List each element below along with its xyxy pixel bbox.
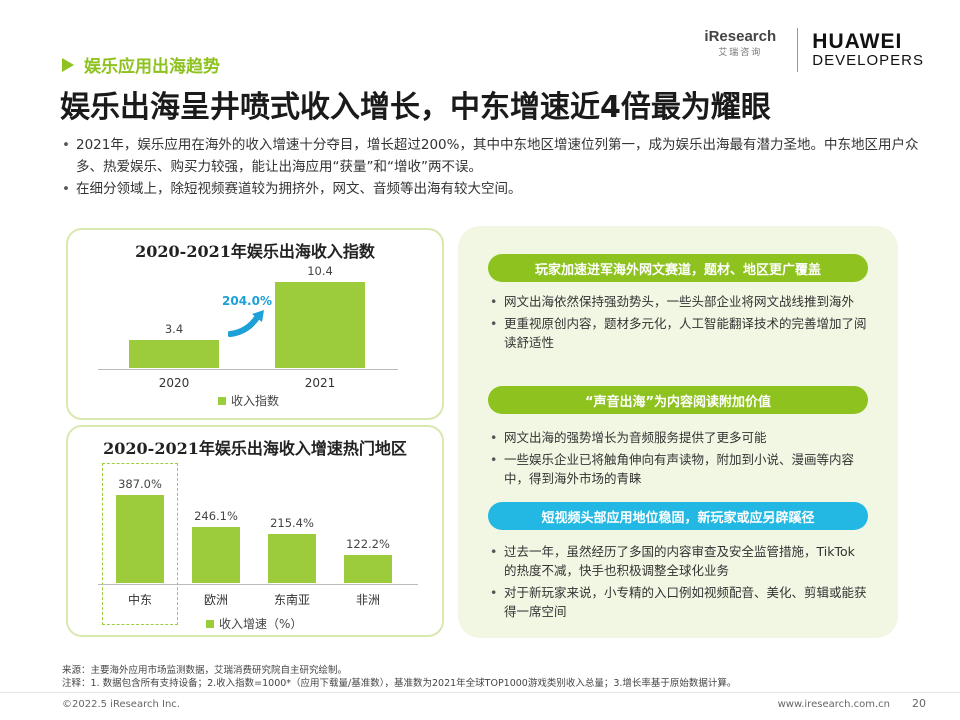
- chart-panel-index: 2020-2021年娱乐出海收入指数 3.4 2020 10.4 2021 204.0…: [66, 228, 444, 420]
- insight-heading-audio: “声音出海”为内容阅读附加价值: [488, 386, 868, 414]
- huawei-line2: DEVELOPERS: [812, 52, 924, 70]
- highlight-box: [102, 463, 178, 625]
- footnote: 注释：1. 数据包含所有支持设备；2.收入指数=1000*（应用下载量/基准数）…: [62, 678, 737, 689]
- intro-item: 2021年，娱乐应用在海外的收入增速十分夺目，增长超过200%，其中中东地区增速…: [62, 134, 922, 178]
- bar-欧洲: [192, 527, 240, 583]
- page-title: 娱乐出海呈井喷式收入增长，中东增速近4倍最为耀眼: [60, 90, 771, 125]
- notes: 来源：主要海外应用市场监测数据，艾瑞消费研究院自主研究绘制。 注释：1. 数据包…: [62, 664, 736, 690]
- x-axis: [98, 584, 418, 585]
- source-note: 来源：主要海外应用市场监测数据，艾瑞消费研究院自主研究绘制。: [62, 665, 348, 676]
- logo-divider: [797, 28, 799, 72]
- chart-legend: 收入增速（%）: [206, 615, 302, 632]
- value-label: 3.4: [164, 321, 184, 336]
- list-item: 对于新玩家来说，小专精的入口例如视频配音、美化、剪辑或能获得一席空间: [488, 583, 870, 621]
- bar-非洲: [344, 555, 392, 583]
- insight-list: 网文出海的强势增长为音频服务提供了更多可能 一些娱乐企业已将触角伸向有声读物，附…: [488, 428, 870, 491]
- list-item: 一些娱乐企业已将触角伸向有声读物，附加到小说、漫画等内容中，得到海外市场的青睐: [488, 450, 870, 488]
- bar-2020: [129, 339, 219, 368]
- category-label: 欧洲: [203, 593, 228, 607]
- category-label: 非洲: [355, 593, 380, 607]
- value-label: 246.1%: [194, 509, 238, 524]
- chart-title: 2020-2021年娱乐出海收入指数: [135, 242, 375, 261]
- list-item: 过去一年，虽然经历了多国的内容审查及安全监管措施，TikTok 的热度不减，快手…: [488, 542, 870, 580]
- value-label: 122.2%: [346, 537, 390, 552]
- growth-annotation: 204.0%: [222, 294, 272, 308]
- iresearch-logo: iResearch 艾瑞咨询: [697, 28, 783, 72]
- list-item: 网文出海的强势增长为音频服务提供了更多可能: [488, 428, 870, 447]
- bar-东南亚: [268, 534, 316, 583]
- legend-label: 收入增速（%）: [219, 617, 303, 631]
- value-label: 387.0%: [118, 477, 162, 491]
- growth-arrow-icon: [228, 310, 264, 337]
- value-label: 215.4%: [270, 516, 314, 531]
- legend-label: 收入指数: [231, 394, 280, 408]
- value-label: 10.4: [307, 264, 333, 278]
- category-label: 2020: [158, 376, 190, 390]
- insight-heading-short-video: 短视频头部应用地位稳固，新玩家或应另辟蹊径: [488, 502, 868, 530]
- intro-item: 在细分领域上，除短视频赛道较为拥挤外，网文、音频等出海有较大空间。: [62, 178, 922, 200]
- chart-title: 2020-2021年娱乐出海收入增速热门地区: [103, 439, 407, 458]
- footer-divider: [0, 692, 960, 693]
- iresearch-sub: 艾瑞咨询: [718, 48, 763, 58]
- insight-list: 过去一年，虽然经历了多国的内容审查及安全监管措施，TikTok 的热度不减，快手…: [488, 542, 870, 624]
- bar-中东: [116, 495, 164, 583]
- list-item: 更重视原创内容，题材多元化，人工智能翻译技术的完善增加了阅读舒适性: [488, 314, 870, 352]
- site-url: www.iresearch.com.cn: [777, 699, 890, 710]
- triangle-icon: [62, 57, 74, 72]
- section-tag: 娱乐应用出海趋势: [62, 52, 220, 77]
- insight-list: 网文出海依然保持强劲势头，一些头部企业将网文战线推到海外 更重视原创内容，题材多…: [488, 292, 870, 355]
- chart-regions: 387.0% 中东 246.1% 欧洲 215.4% 东南亚 122.2% 非洲: [68, 427, 442, 635]
- iresearch-name: iResearch: [704, 28, 777, 45]
- bar-2021: [275, 282, 365, 368]
- category-label: 东南亚: [273, 593, 310, 607]
- logos: iResearch 艾瑞咨询 HUAWEI DEVELOPERS: [697, 28, 924, 72]
- intro-list: 2021年，娱乐应用在海外的收入增速十分夺目，增长超过200%，其中中东地区增速…: [62, 134, 922, 200]
- huawei-line1: HUAWEI: [812, 30, 903, 54]
- copyright: ©2022.5 iResearch Inc.: [62, 699, 180, 710]
- section-label: 娱乐应用出海趋势: [84, 57, 220, 77]
- x-axis: [98, 369, 398, 370]
- chart-legend: 收入指数: [218, 392, 279, 409]
- chart-index: 3.4 2020 10.4 2021: [68, 230, 442, 418]
- huawei-logo: HUAWEI DEVELOPERS: [812, 31, 924, 69]
- category-label: 2021: [304, 376, 336, 390]
- chart-panel-regions: 2020-2021年娱乐出海收入增速热门地区 387.0% 中东 246.1% 欧洲 2…: [66, 425, 444, 637]
- category-label: 中东: [127, 593, 152, 607]
- legend-swatch: [218, 396, 226, 405]
- page-number: 20: [912, 697, 926, 710]
- insight-heading-web-novel: 玩家加速进军海外网文赛道，题材、地区更广覆盖: [488, 254, 868, 282]
- insights-panel: 玩家加速进军海外网文赛道，题材、地区更广覆盖 网文出海依然保持强劲势头，一些头部…: [458, 226, 898, 638]
- legend-swatch: [206, 619, 214, 628]
- list-item: 网文出海依然保持强劲势头，一些头部企业将网文战线推到海外: [488, 292, 870, 311]
